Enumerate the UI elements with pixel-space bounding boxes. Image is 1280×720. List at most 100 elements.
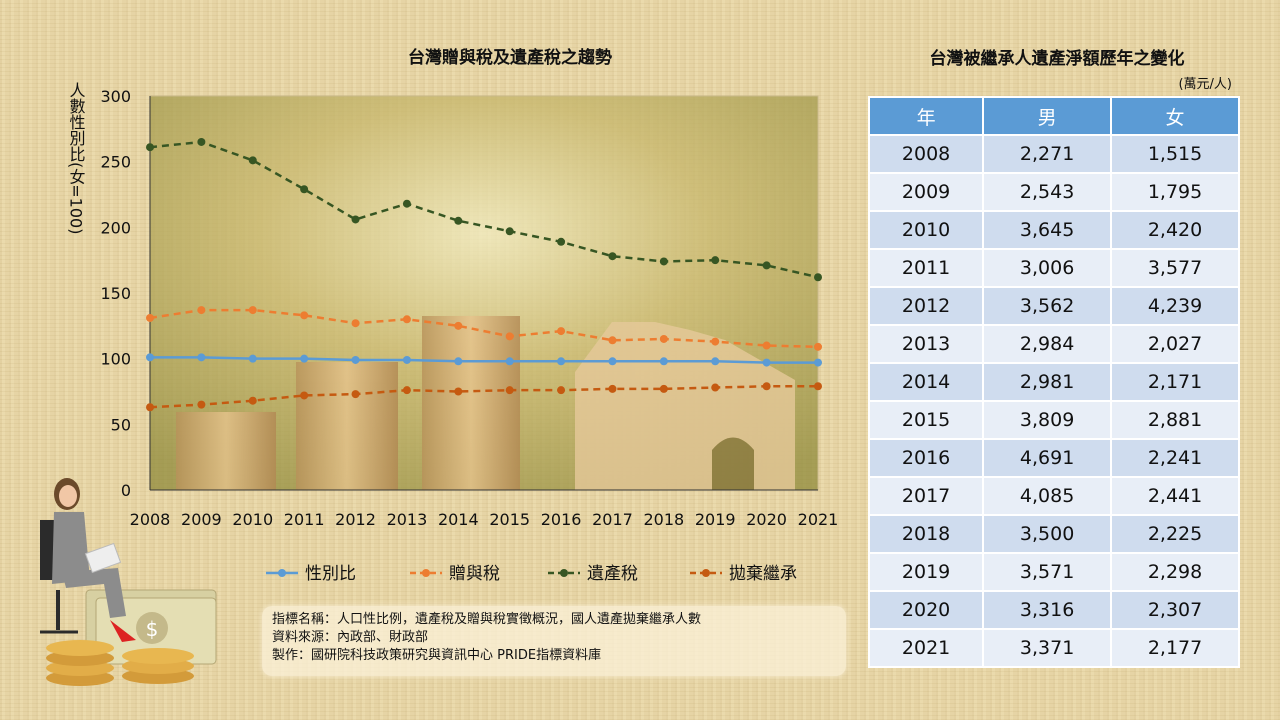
x-tick-label: 2018 (643, 510, 684, 529)
data-point (505, 357, 514, 366)
data-point (608, 336, 617, 345)
male-cell: 3,371 (982, 628, 1113, 668)
x-tick-label: 2013 (387, 510, 428, 529)
data-point (659, 357, 668, 366)
y-tick-label: 100 (100, 350, 131, 369)
x-tick-label: 2019 (695, 510, 736, 529)
data-point (454, 357, 463, 366)
data-point (300, 311, 309, 320)
legend-swatch-marker (560, 569, 568, 577)
male-cell: 2,543 (982, 172, 1113, 212)
data-point (557, 237, 566, 246)
header-year: 年 (867, 96, 985, 136)
male-cell: 3,571 (982, 552, 1113, 592)
data-point (300, 354, 309, 363)
data-point (197, 400, 206, 409)
data-point (505, 227, 514, 236)
x-tick-label: 2014 (438, 510, 479, 529)
female-cell: 2,441 (1110, 476, 1240, 516)
table-row: 2021 3,371 2,177 (867, 628, 1240, 668)
year-cell: 2009 (867, 172, 985, 212)
data-point (402, 315, 411, 324)
female-cell: 4,239 (1110, 286, 1240, 326)
data-point (659, 257, 668, 266)
female-cell: 2,225 (1110, 514, 1240, 554)
data-point (505, 386, 514, 395)
female-cell: 2,307 (1110, 590, 1240, 630)
data-point (711, 383, 720, 392)
data-point (248, 306, 257, 315)
year-cell: 2014 (867, 362, 985, 402)
data-point (454, 387, 463, 396)
producer-note: 製作：國研院科技政策研究與資訊中心 PRIDE指標資料庫 (272, 648, 602, 663)
male-cell: 3,316 (982, 590, 1113, 630)
table-row: 2013 2,984 2,027 (867, 324, 1240, 364)
data-point (351, 319, 360, 328)
table-row: 2009 2,543 1,795 (867, 172, 1240, 212)
x-tick-label: 2010 (232, 510, 273, 529)
year-cell: 2011 (867, 248, 985, 288)
indicator-name-note: 指標名稱：人口性比例，遺產稅及贈與稅實徵概況，國人遺產拋棄繼承人數 (272, 612, 702, 627)
x-tick-labels: 2008 2009 2010 2011 2012 2013 2014 2015 2016 2017… (130, 510, 839, 529)
data-point (146, 403, 154, 412)
x-tick-label: 2020 (746, 510, 787, 529)
data-point (814, 358, 822, 367)
header-male: 男 (982, 96, 1113, 136)
data-point (659, 384, 668, 393)
male-cell: 3,562 (982, 286, 1113, 326)
data-point (454, 321, 463, 330)
table-row: 2016 4,691 2,241 (867, 438, 1240, 478)
year-cell: 2012 (867, 286, 985, 326)
legend-swatch-marker (702, 569, 710, 577)
table-row: 2020 3,316 2,307 (867, 590, 1240, 630)
data-point (454, 216, 463, 225)
woman-with-laptop-illustration: $ (40, 478, 217, 686)
legend-swatch-marker (278, 569, 286, 577)
data-point (711, 337, 720, 346)
data-point (300, 185, 309, 194)
data-point (762, 341, 771, 350)
female-cell: 2,171 (1110, 362, 1240, 402)
data-point (402, 386, 411, 395)
female-cell: 2,177 (1110, 628, 1240, 668)
data-point (146, 143, 154, 152)
table-title: 台灣被繼承人遺產淨額歷年之變化 (929, 49, 1185, 69)
table-row: 2011 3,006 3,577 (867, 248, 1240, 288)
y-tick-label: 150 (100, 284, 131, 303)
female-cell: 3,577 (1110, 248, 1240, 288)
data-point (402, 199, 411, 208)
male-cell: 2,981 (982, 362, 1113, 402)
x-tick-label: 2021 (798, 510, 839, 529)
series-line (149, 308, 819, 349)
data-point (197, 137, 206, 146)
legend-label: 性別比 (305, 564, 356, 584)
female-cell: 2,881 (1110, 400, 1240, 440)
x-tick-label: 2009 (181, 510, 222, 529)
data-point (814, 273, 822, 282)
legend-label: 遺產稅 (587, 564, 638, 584)
table-unit: (萬元/人) (1178, 77, 1232, 92)
male-cell: 3,500 (982, 514, 1113, 554)
data-point (248, 354, 257, 363)
y-tick-label: 250 (100, 153, 131, 172)
data-point (814, 342, 822, 351)
data-point (557, 357, 566, 366)
data-point (351, 215, 360, 224)
male-cell: 4,085 (982, 476, 1113, 516)
year-cell: 2018 (867, 514, 985, 554)
data-point (146, 353, 154, 362)
y-axis-label: 人數性別比(女=100) (67, 82, 86, 234)
data-point (351, 355, 360, 364)
data-point (402, 355, 411, 364)
data-point (814, 382, 822, 391)
year-cell: 2020 (867, 590, 985, 630)
year-cell: 2017 (867, 476, 985, 516)
data-point (711, 256, 720, 265)
data-point (762, 358, 771, 367)
x-tick-label: 2016 (541, 510, 582, 529)
year-cell: 2021 (867, 628, 985, 668)
female-cell: 2,420 (1110, 210, 1240, 250)
y-tick-label: 50 (111, 415, 131, 434)
data-source-note: 資料來源：內政部、財政部 (272, 630, 429, 645)
table-row: 2014 2,981 2,171 (867, 362, 1240, 402)
